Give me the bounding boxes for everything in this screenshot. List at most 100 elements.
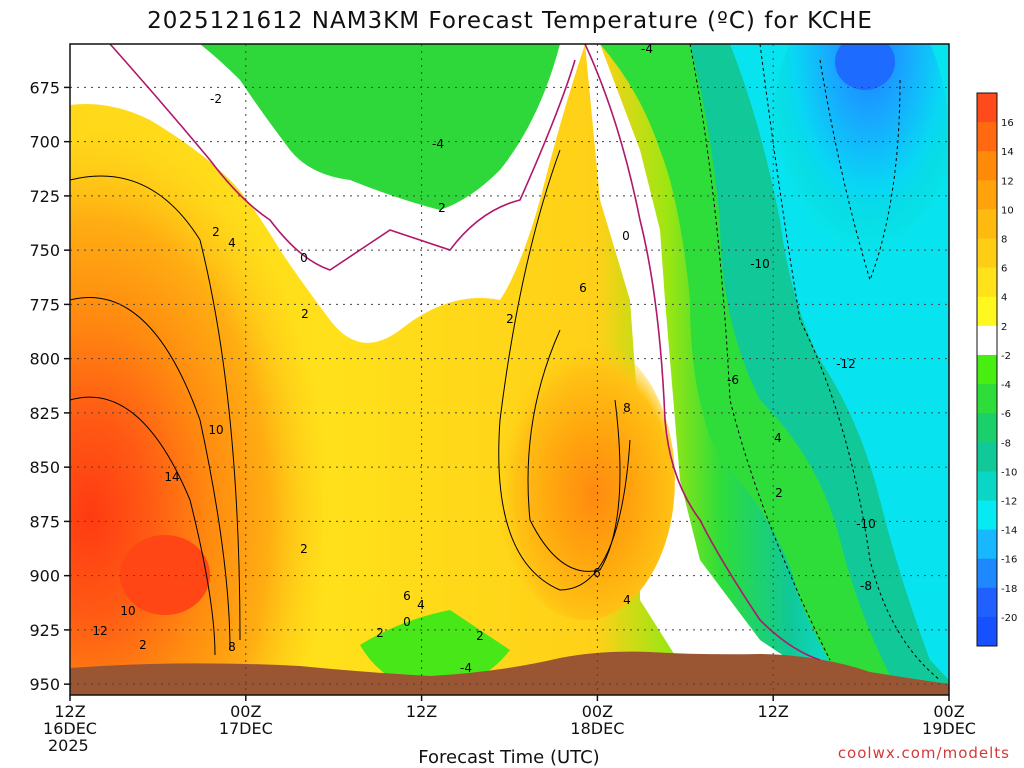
contour-label: 12: [92, 624, 107, 638]
contour-label: 2: [506, 312, 514, 326]
colorbar-swatch: [977, 325, 997, 356]
colorbar-swatch: [977, 413, 997, 443]
contour-label: -4: [432, 137, 444, 151]
x-tick-label: 19DEC: [922, 719, 976, 738]
y-tick-label: 700: [29, 133, 60, 152]
contour-labels: -4-2-4202402-106-122-681041422-106101248…: [92, 42, 875, 675]
contour-line: [819, 59, 901, 282]
colorbar-label: -6: [1001, 409, 1011, 420]
x-tick-label: 12Z: [406, 702, 437, 721]
colorbar-swatch: [977, 616, 997, 647]
colorbar-swatch: [977, 500, 997, 531]
contour-label: 6: [593, 566, 601, 580]
x-tick-label: 17DEC: [219, 719, 273, 738]
colorbar-swatch: [977, 587, 997, 618]
contour-line: [70, 297, 231, 651]
y-tick-label: 850: [29, 458, 60, 477]
contour-line: [527, 329, 621, 572]
colorbar-swatch: [977, 384, 997, 414]
contour-line: [584, 44, 821, 661]
contour-label: 0: [403, 615, 411, 629]
contour-lines: [70, 149, 631, 656]
x-tick-label: 18DEC: [570, 719, 624, 738]
y-tick-label: 750: [29, 241, 60, 260]
colorbar-label: -14: [1001, 526, 1017, 537]
cold-core-deep: [835, 44, 895, 90]
contour-line: [498, 149, 631, 591]
y-tick-label: 775: [29, 295, 60, 314]
colorbar-label: 8: [1001, 235, 1007, 246]
x-tick-label: 16DEC: [43, 719, 97, 738]
x-tick-label: 00Z: [933, 702, 964, 721]
colorbar-swatch: [977, 442, 997, 472]
colorbar-label: 10: [1001, 205, 1014, 216]
contour-label: 6: [579, 281, 587, 295]
colorbar-label: -8: [1001, 438, 1011, 449]
y-tick-label: 825: [29, 404, 60, 423]
x-tick-label: 2025: [48, 736, 89, 755]
colorbar-label: 6: [1001, 264, 1007, 275]
y-tick-label: 725: [29, 187, 60, 206]
colorbar-label: 16: [1001, 118, 1014, 129]
contour-label: -10: [750, 257, 770, 271]
colorbar-label: -4: [1001, 380, 1011, 391]
contour-label: 4: [774, 431, 782, 445]
x-tick-label: 00Z: [230, 702, 261, 721]
upper-green-zone: [200, 44, 560, 210]
x-tick-label: 12Z: [758, 702, 789, 721]
contour-label: 4: [623, 593, 631, 607]
warm-core-left-inner: [120, 535, 210, 615]
plot-frame: [69, 43, 950, 696]
contour-label: 2: [476, 629, 484, 643]
colorbar-label: 12: [1001, 176, 1014, 187]
y-axis: 675 700 725 750 775 800 825 850 875 900 925 950: [29, 78, 70, 694]
y-tick-label: 925: [29, 621, 60, 640]
colorbar-label: 14: [1001, 147, 1014, 158]
contour-label: 6: [403, 589, 411, 603]
contour-line: [109, 44, 576, 271]
colorbar-label: 4: [1001, 293, 1007, 304]
y-tick-label: 875: [29, 512, 60, 531]
colorbar-label: 2: [1001, 322, 1007, 333]
colorbar-swatch: [977, 93, 997, 123]
contour-line: [689, 44, 831, 661]
contour-label: -12: [836, 357, 856, 371]
colorbar: 16 14 12 10 8 6 4 2 -2 -4 -6 -8 -10 -12 -14 -16 -18 -20: [976, 92, 1017, 647]
colorbar-swatch: [977, 122, 997, 152]
colorbar-frame: [976, 92, 998, 647]
cold-core: [770, 44, 949, 320]
contour-label: 2: [438, 201, 446, 215]
colorbar-label: -18: [1001, 584, 1017, 595]
colorbar-swatch: [977, 151, 997, 181]
chart-title: 2025121612 NAM3KM Forecast Temperature (…: [147, 8, 873, 34]
contour-label: 2: [139, 638, 147, 652]
credit-text: coolwx.com/modelts: [838, 744, 1010, 762]
y-tick-label: 900: [29, 567, 60, 586]
contour-label: 2: [212, 225, 220, 239]
contour-label: -4: [641, 42, 653, 56]
contour-label: 4: [228, 236, 236, 250]
colorbar-label: -20: [1001, 613, 1017, 624]
low-green-pocket: [360, 610, 510, 690]
freezing-contour: [109, 44, 821, 661]
contour-line: [70, 175, 241, 641]
contour-label: 2: [376, 626, 384, 640]
contour-label: -4: [460, 661, 472, 675]
contour-label: 8: [623, 401, 631, 415]
contour-label: 2: [301, 307, 309, 321]
colorbar-swatch: [977, 238, 997, 269]
colorbar-swatch: [977, 296, 997, 327]
contour-label: 2: [300, 542, 308, 556]
colorbar-swatch: [977, 267, 997, 298]
colorbar-swatch: [977, 209, 997, 240]
contour-label: -6: [727, 373, 739, 387]
contour-label: 10: [208, 423, 223, 437]
contour-label: -2: [210, 92, 222, 106]
y-tick-label: 800: [29, 350, 60, 369]
contour-label: 2: [775, 486, 783, 500]
warm-core-mid: [495, 340, 675, 620]
contour-label: 0: [300, 251, 308, 265]
contour-label: 4: [417, 598, 425, 612]
